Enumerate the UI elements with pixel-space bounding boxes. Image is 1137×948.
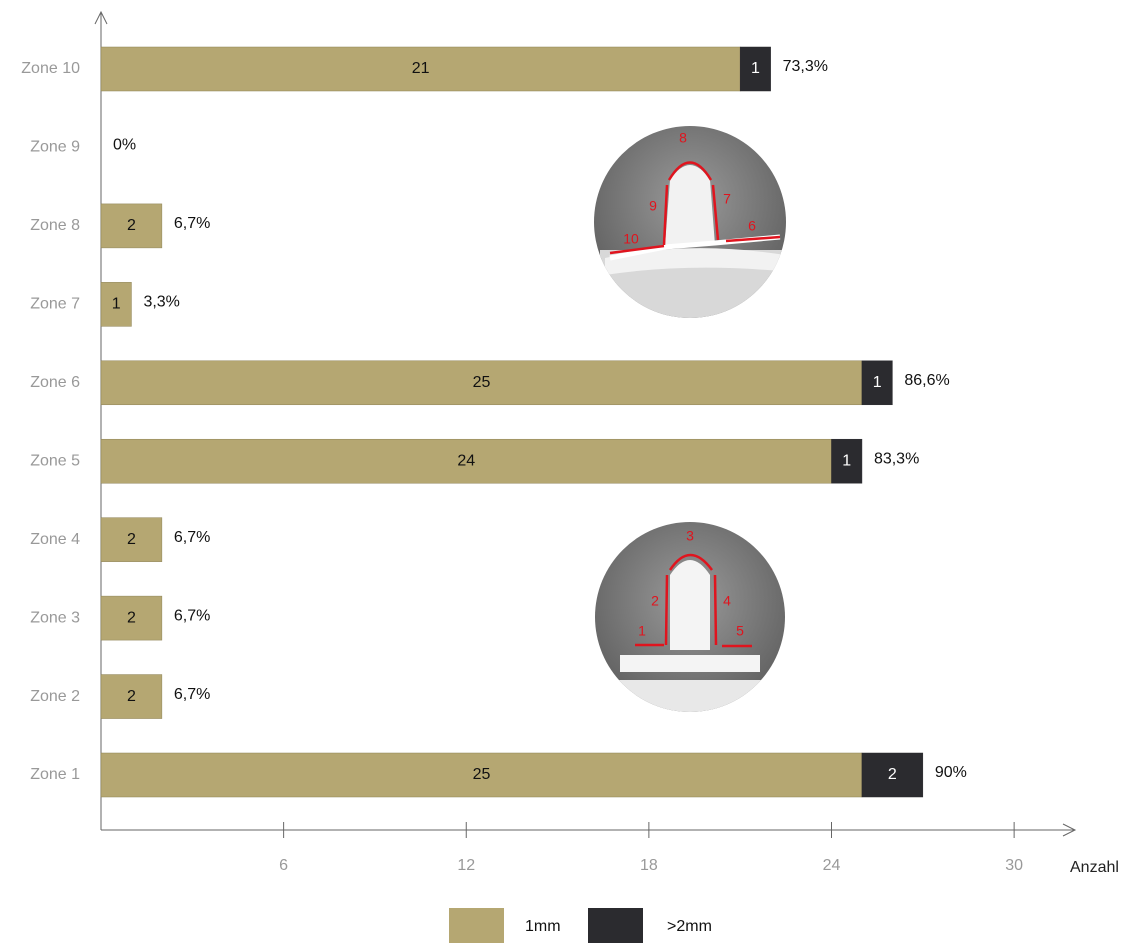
y-tick-label: Zone 1 — [30, 766, 80, 783]
x-axis-arrow — [1062, 823, 1077, 837]
y-tick-label: Zone 9 — [30, 139, 80, 156]
x-axis-label: Anzahl — [1070, 859, 1119, 876]
legend-swatch — [588, 908, 643, 943]
x-tick-label: 24 — [823, 857, 841, 874]
y-axis-arrow — [94, 10, 108, 25]
bar-segment — [100, 595, 163, 641]
total-label: 6,7% — [174, 686, 210, 703]
xray-lower — [595, 522, 785, 712]
x-tick-label: 18 — [640, 857, 658, 874]
zone-lines-upper — [609, 161, 781, 255]
zone-number: 1 — [638, 623, 646, 639]
x-tick-label: 6 — [279, 857, 288, 874]
zone-lines-lower — [635, 553, 752, 648]
bar-segment — [861, 752, 924, 798]
y-tick-label: Zone 2 — [30, 688, 80, 705]
bar-value-label: 1 — [112, 296, 121, 313]
zone-number: 5 — [736, 623, 744, 639]
bar-segment — [100, 282, 132, 327]
bar-segment — [100, 46, 741, 92]
bar-value-label: 25 — [473, 766, 491, 783]
x-tick-label: 30 — [1005, 857, 1023, 874]
y-tick-label: Zone 3 — [30, 609, 80, 626]
bar-segment — [739, 46, 771, 92]
total-label: 3,3% — [143, 294, 179, 311]
zone-number: 6 — [748, 218, 756, 234]
zone-number: 10 — [623, 231, 639, 247]
y-tick-label: Zone 5 — [30, 452, 80, 469]
total-label: 6,7% — [174, 607, 210, 624]
bar-segment — [100, 438, 832, 484]
bar-segment — [100, 674, 163, 719]
total-label: 73,3% — [783, 58, 828, 75]
zone-number: 4 — [723, 593, 731, 609]
bar-value-label: 2 — [127, 531, 136, 548]
bar-value-label: 21 — [412, 60, 430, 77]
bar-value-label: 2 — [127, 217, 136, 234]
zone-number: 9 — [649, 198, 657, 214]
zone-number: 3 — [686, 528, 694, 544]
zone-number: 7 — [723, 191, 731, 207]
xray-upper — [594, 126, 786, 318]
bar-value-label: 2 — [127, 688, 136, 705]
bar-value-label: 2 — [888, 766, 897, 783]
y-tick-label: Zone 8 — [30, 217, 80, 234]
y-tick-label: Zone 7 — [30, 296, 80, 313]
y-tick-label: Zone 6 — [30, 374, 80, 391]
bar-segment — [100, 517, 163, 562]
total-label: 90% — [935, 764, 967, 781]
bar-value-label: 25 — [473, 374, 491, 391]
bar-value-label: 1 — [842, 452, 851, 469]
bar-segment — [861, 360, 893, 406]
bar-value-label: 24 — [457, 452, 475, 469]
total-label: 6,7% — [174, 215, 210, 232]
total-label: 0% — [113, 137, 136, 154]
bar-segment — [100, 360, 863, 406]
bar-segment — [100, 203, 163, 249]
bar-value-label: 1 — [751, 60, 760, 77]
legend-label: 1mm — [525, 918, 561, 935]
zone-number: 8 — [679, 130, 687, 146]
bar-segment — [100, 752, 863, 798]
zone-number: 2 — [651, 593, 659, 609]
x-tick-label: 12 — [457, 857, 475, 874]
total-label: 86,6% — [904, 372, 949, 389]
total-label: 83,3% — [874, 450, 919, 467]
bar-value-label: 1 — [873, 374, 882, 391]
bar-value-label: 2 — [127, 609, 136, 626]
legend-swatch — [449, 908, 504, 943]
y-tick-label: Zone 4 — [30, 531, 80, 548]
y-tick-label: Zone 10 — [21, 60, 80, 77]
total-label: 6,7% — [174, 529, 210, 546]
legend-label: >2mm — [667, 918, 712, 935]
bar-segment — [831, 438, 863, 484]
